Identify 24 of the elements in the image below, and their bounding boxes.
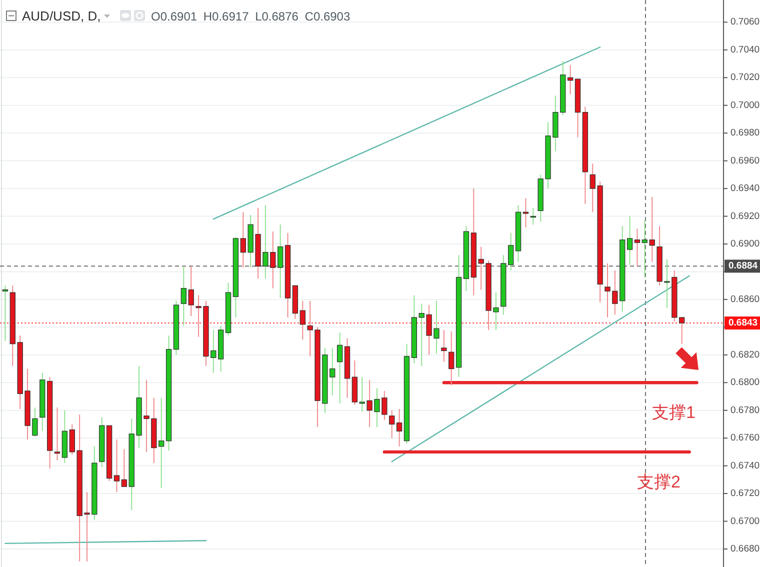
y-tick-label: 0.6700 [730,516,760,527]
y-tick-label: 0.6800 [730,377,760,388]
y-tick-label: 0.6960 [730,155,760,166]
y-tick-label: 0.7000 [730,100,760,111]
y-tick-label: 0.6720 [730,488,760,500]
annotation: 支撑2 [637,472,680,492]
y-tick-label: 0.6760 [730,432,760,444]
y-tick-label: 0.6980 [730,128,760,139]
y-tick-label: 0.6820 [730,349,760,360]
ref-line-label: 0.6843 [728,318,758,328]
y-tick-label: 0.6860 [730,294,760,305]
ref-line-label: 0.6884 [728,260,758,272]
y-tick-label: 0.7040 [730,44,760,56]
y-tick-label: 0.7020 [730,72,760,84]
y-tick-label: 0.6740 [730,460,760,472]
y-tick-label: 0.7060 [730,16,760,28]
y-tick-label: 0.6920 [730,210,760,222]
y-tick-label: 0.6780 [730,404,760,416]
y-tick-label: 0.6680 [730,543,760,554]
title: AUD/USD, D, [22,8,101,24]
annotation: 支撑1 [652,403,696,422]
subtitle: O0.6901 H0.6917 L0.6876 C0.6903 [151,10,350,24]
y-tick-label: 0.6940 [730,183,760,194]
y-tick-label: 0.6900 [730,238,760,250]
